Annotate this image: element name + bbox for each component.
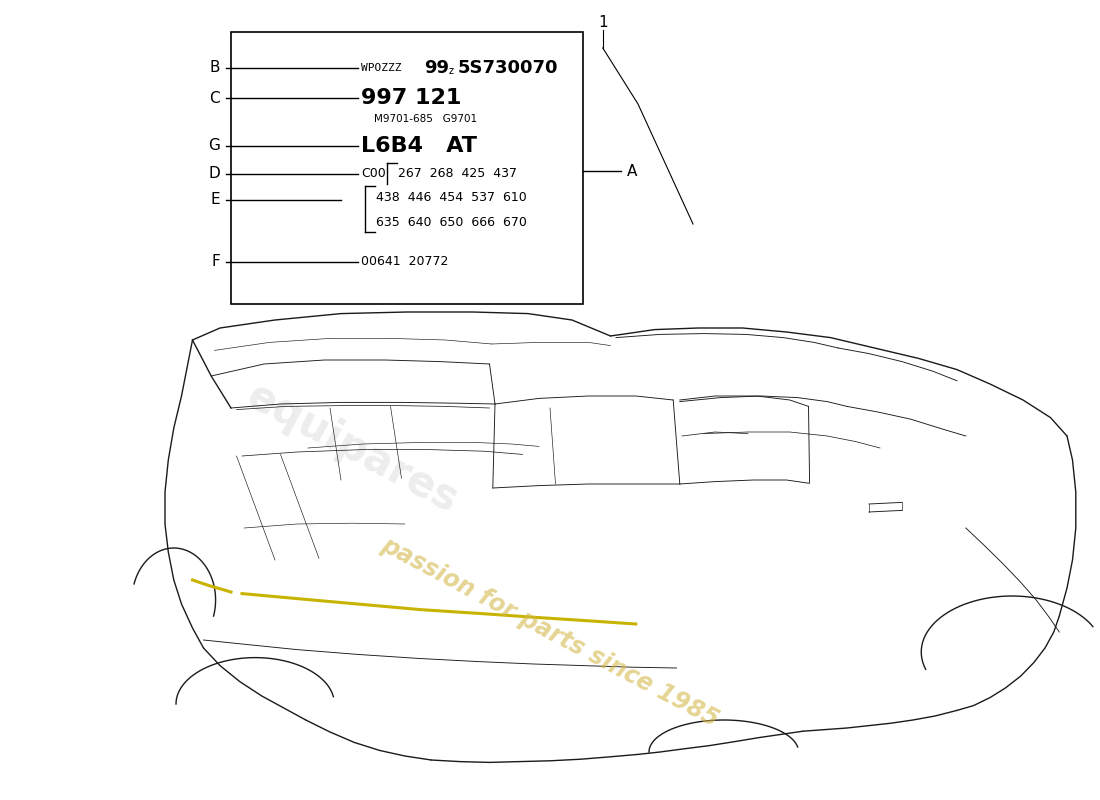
Text: A: A <box>627 164 637 178</box>
Text: G: G <box>208 138 220 153</box>
Bar <box>231 32 583 304</box>
Text: 1: 1 <box>598 15 607 30</box>
Text: L6B4   AT: L6B4 AT <box>361 135 476 155</box>
Text: C: C <box>209 91 220 106</box>
Text: E: E <box>210 193 220 207</box>
Text: passion for parts since 1985: passion for parts since 1985 <box>377 533 723 731</box>
Text: M9701-685   G9701: M9701-685 G9701 <box>374 114 477 124</box>
Text: 5S730070: 5S730070 <box>458 59 558 77</box>
Text: D: D <box>208 166 220 181</box>
Text: F: F <box>211 254 220 269</box>
Text: 997 121: 997 121 <box>361 88 461 108</box>
Text: B: B <box>209 61 220 75</box>
Text: 635  640  650  666  670: 635 640 650 666 670 <box>376 216 527 229</box>
Text: z: z <box>449 66 454 76</box>
Text: 99: 99 <box>425 59 450 77</box>
Text: WPOZZZ: WPOZZZ <box>361 63 402 73</box>
Text: C00: C00 <box>361 167 386 180</box>
Text: equipares: equipares <box>239 374 465 522</box>
Text: 00641  20772: 00641 20772 <box>361 255 448 268</box>
Text: 267  268  425  437: 267 268 425 437 <box>398 167 517 180</box>
Text: 438  446  454  537  610: 438 446 454 537 610 <box>376 191 527 204</box>
